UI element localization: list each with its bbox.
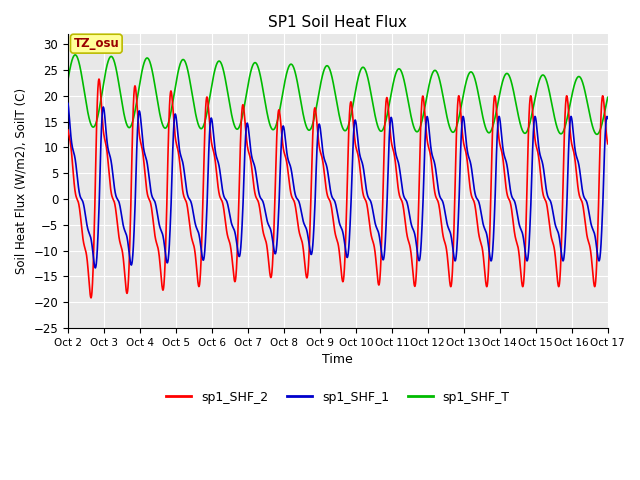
- sp1_SHF_T: [294, 85, 302, 91]
- Y-axis label: Soil Heat Flux (W/m2), SoilT (C): Soil Heat Flux (W/m2), SoilT (C): [15, 88, 28, 274]
- Text: TZ_osu: TZ_osu: [74, 37, 119, 50]
- sp1_SHF_2: [87, 295, 95, 300]
- sp1_SHF_1: [604, 116, 612, 121]
- sp1_SHF_T: [158, 120, 166, 125]
- sp1_SHF_2: [593, 240, 601, 246]
- sp1_SHF_T: [64, 77, 72, 83]
- sp1_SHF_2: [271, 180, 279, 186]
- sp1_SHF_1: [64, 100, 72, 106]
- sp1_SHF_1: [126, 255, 134, 261]
- sp1_SHF_T: [593, 132, 601, 137]
- sp1_SHF_1: [158, 229, 166, 235]
- sp1_SHF_2: [64, 127, 72, 133]
- Title: SP1 Soil Heat Flux: SP1 Soil Heat Flux: [268, 15, 407, 30]
- sp1_SHF_T: [593, 132, 601, 137]
- Line: sp1_SHF_1: sp1_SHF_1: [68, 103, 608, 268]
- Line: sp1_SHF_T: sp1_SHF_T: [68, 55, 608, 134]
- sp1_SHF_T: [126, 125, 134, 131]
- sp1_SHF_1: [92, 265, 99, 271]
- sp1_SHF_2: [95, 76, 103, 82]
- X-axis label: Time: Time: [323, 353, 353, 366]
- sp1_SHF_1: [271, 251, 279, 257]
- sp1_SHF_2: [126, 236, 134, 242]
- Line: sp1_SHF_2: sp1_SHF_2: [68, 79, 608, 298]
- sp1_SHF_1: [535, 147, 543, 153]
- sp1_SHF_1: [294, 198, 302, 204]
- sp1_SHF_1: [593, 250, 601, 255]
- sp1_SHF_T: [535, 78, 543, 84]
- Legend: sp1_SHF_2, sp1_SHF_1, sp1_SHF_T: sp1_SHF_2, sp1_SHF_1, sp1_SHF_T: [161, 385, 515, 408]
- sp1_SHF_T: [271, 125, 279, 131]
- sp1_SHF_T: [72, 52, 79, 58]
- sp1_SHF_T: [604, 95, 612, 100]
- sp1_SHF_2: [295, 227, 303, 232]
- sp1_SHF_2: [158, 283, 166, 288]
- sp1_SHF_2: [536, 159, 543, 165]
- sp1_SHF_2: [604, 141, 612, 147]
